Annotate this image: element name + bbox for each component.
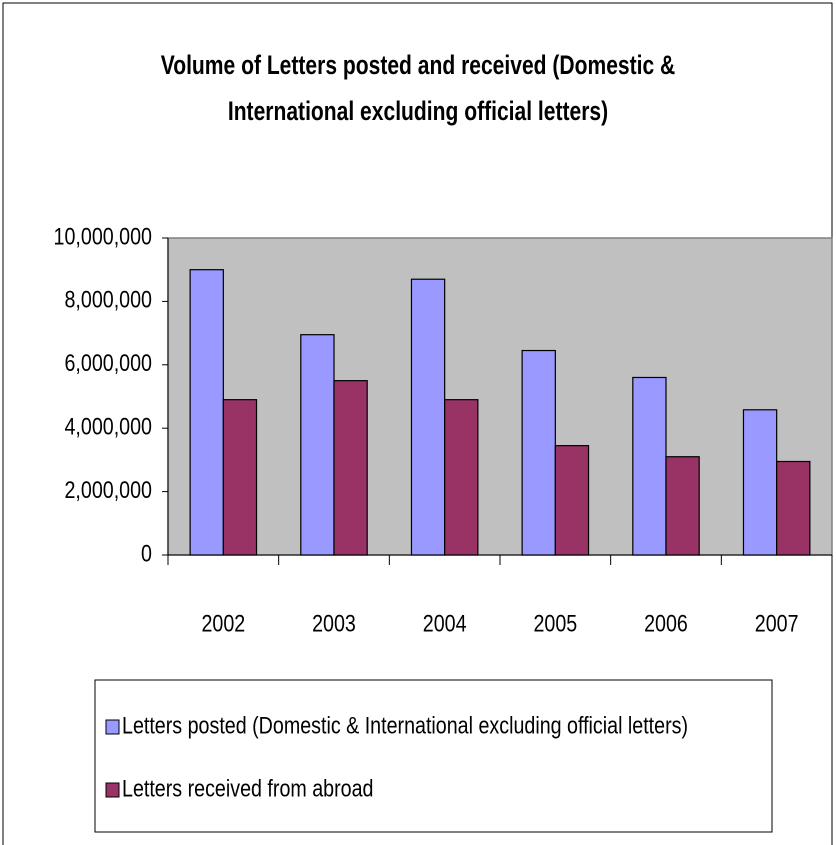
bar xyxy=(521,349,556,556)
bar xyxy=(665,456,700,556)
bar xyxy=(742,409,778,556)
x-tick-label: 2007 xyxy=(755,609,799,636)
y-tick-label: 10,000,000 xyxy=(54,222,152,249)
bar xyxy=(776,460,811,556)
bar xyxy=(632,376,667,556)
x-tick-label: 2004 xyxy=(423,609,467,636)
chart-title: Volume of Letters posted and received (D… xyxy=(160,50,676,126)
y-tick-label: 0 xyxy=(141,539,152,566)
bar xyxy=(300,334,335,556)
x-tick-label: 2002 xyxy=(201,609,245,636)
legend-label: Letters posted (Domestic & International… xyxy=(122,711,688,738)
y-tick-label: 8,000,000 xyxy=(64,286,152,313)
x-tick-label: 2006 xyxy=(644,609,688,636)
bar xyxy=(444,399,479,556)
x-tick-label: 2003 xyxy=(312,609,356,636)
legend-swatch xyxy=(105,782,120,798)
bar xyxy=(333,380,368,556)
legend-box xyxy=(94,679,773,833)
bar xyxy=(189,269,224,556)
legend-swatch xyxy=(105,719,120,735)
y-tick-label: 4,000,000 xyxy=(64,413,152,440)
y-tick-label: 6,000,000 xyxy=(64,349,152,376)
bar xyxy=(554,445,590,556)
bar xyxy=(410,278,446,556)
legend-label: Letters received from abroad xyxy=(122,774,373,801)
y-tick-label: 2,000,000 xyxy=(64,476,152,503)
bar xyxy=(222,399,258,556)
x-tick-label: 2005 xyxy=(533,609,577,636)
plot-area xyxy=(167,237,833,556)
